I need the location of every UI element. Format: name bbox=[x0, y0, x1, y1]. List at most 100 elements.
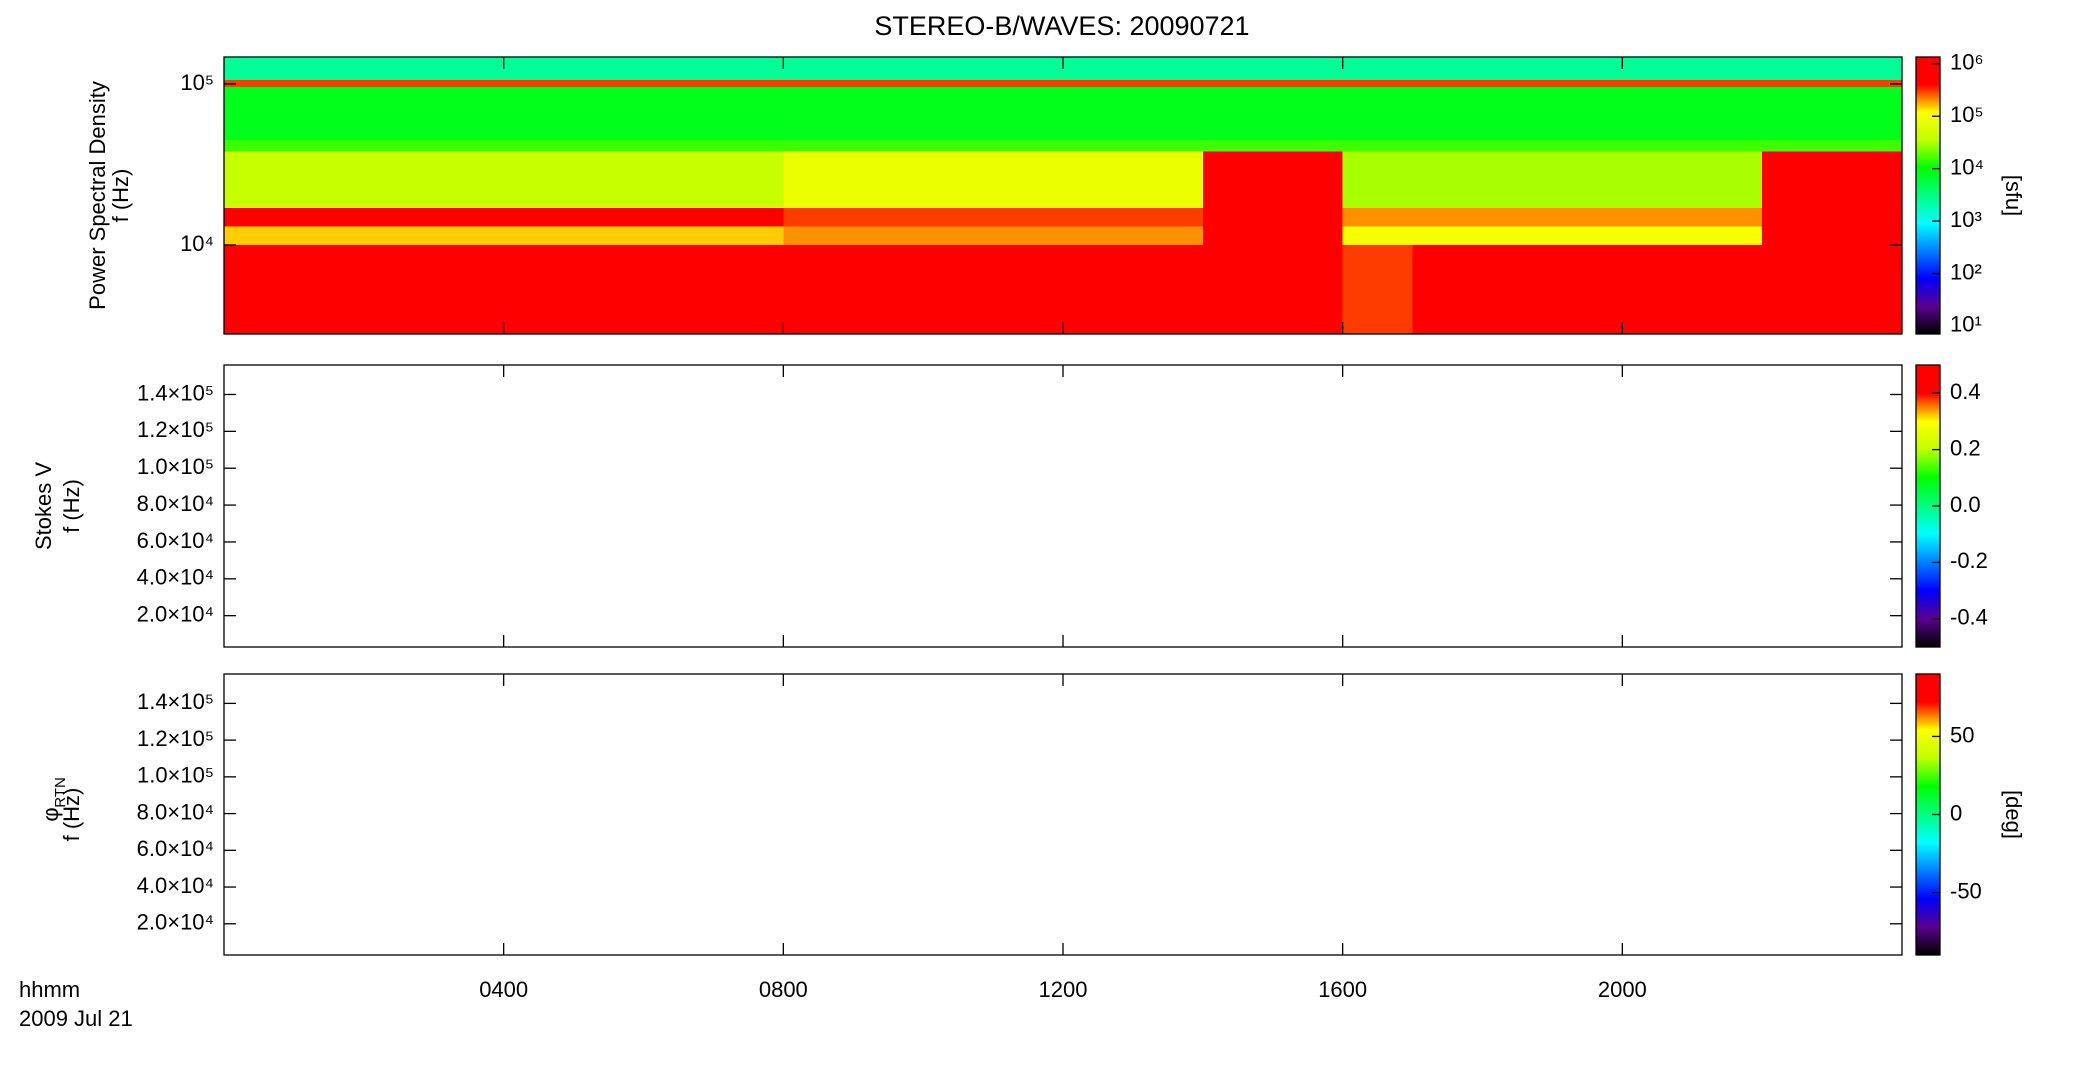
heatmap-cell bbox=[713, 79, 784, 87]
heatmap-cell bbox=[293, 207, 365, 227]
heatmap-cell bbox=[224, 57, 295, 80]
heatmap-cell bbox=[1692, 79, 1763, 87]
heatmap-cell bbox=[1552, 57, 1623, 80]
heatmap-cell bbox=[923, 226, 994, 245]
heatmap-cell bbox=[1832, 57, 1903, 80]
heatmap-cell bbox=[1762, 79, 1833, 87]
heatmap-cell bbox=[1342, 226, 1414, 245]
heatmap-cell bbox=[503, 244, 575, 334]
heatmap-cell bbox=[293, 86, 365, 140]
heatmap-cell bbox=[1132, 226, 1204, 245]
heatmap-cell bbox=[1552, 207, 1623, 227]
heatmap-cell bbox=[643, 139, 714, 152]
heatmap-cell bbox=[1132, 57, 1204, 80]
colorbar-tick-label: 10¹ bbox=[1950, 312, 1982, 337]
heatmap-cell bbox=[1272, 226, 1344, 245]
colorbar-tick-label: 0.2 bbox=[1950, 435, 1981, 460]
colorbar-tick-label: 0.0 bbox=[1950, 492, 1981, 517]
heatmap-cell bbox=[853, 244, 924, 334]
heatmap-cell bbox=[853, 86, 924, 140]
colorbar-tick-label: -50 bbox=[1950, 878, 1982, 903]
heatmap-cell bbox=[1202, 57, 1274, 80]
heatmap-cell bbox=[503, 139, 575, 152]
heatmap-cell bbox=[1272, 244, 1344, 334]
heatmap-cell bbox=[1762, 57, 1833, 80]
heatmap-cell bbox=[1622, 226, 1693, 245]
heatmap-cell bbox=[1202, 151, 1274, 208]
heatmap-cell bbox=[993, 244, 1064, 334]
heatmap-cell bbox=[713, 86, 784, 140]
heatmap-cell bbox=[1272, 151, 1344, 208]
heatmap-cell bbox=[643, 79, 714, 87]
y-axis-label: f (Hz) bbox=[59, 479, 84, 533]
y-tick-label: 1.0×10⁵ bbox=[137, 454, 214, 479]
heatmap-cell bbox=[363, 244, 435, 334]
heatmap-cell bbox=[1132, 207, 1204, 227]
colorbar-tick-label: -0.4 bbox=[1950, 605, 1988, 630]
heatmap-cell bbox=[1202, 244, 1274, 334]
heatmap-cell bbox=[224, 244, 295, 334]
heatmap-cell bbox=[1692, 86, 1763, 140]
heatmap-cell bbox=[783, 57, 854, 80]
heatmap-cell bbox=[1272, 79, 1344, 87]
heatmap-cell bbox=[433, 207, 505, 227]
y-axis-label: Stokes V bbox=[31, 462, 56, 550]
colorbar-tick-label: 0.4 bbox=[1950, 379, 1981, 404]
heatmap-cell bbox=[1622, 207, 1693, 227]
heatmap-cell bbox=[1132, 244, 1204, 334]
heatmap-cell bbox=[1692, 151, 1763, 208]
heatmap-cell bbox=[224, 151, 295, 208]
y-tick-label: 8.0×10⁴ bbox=[137, 491, 214, 516]
heatmap-cell bbox=[923, 244, 994, 334]
heatmap-cell bbox=[1063, 151, 1134, 208]
heatmap-cell bbox=[993, 207, 1064, 227]
y-tick-label: 6.0×10⁴ bbox=[137, 528, 214, 553]
heatmap-cell bbox=[573, 86, 644, 140]
colorbar-tick-label: 10² bbox=[1950, 259, 1982, 284]
heatmap-cell bbox=[993, 57, 1064, 80]
heatmap-cell bbox=[293, 139, 365, 152]
heatmap-cell bbox=[1482, 226, 1553, 245]
heatmap-cell bbox=[1132, 86, 1204, 140]
heatmap-cell bbox=[853, 151, 924, 208]
heatmap-cell bbox=[923, 79, 994, 87]
colorbar-tick-label: -0.2 bbox=[1950, 548, 1988, 573]
heatmap-cell bbox=[1482, 207, 1553, 227]
y-tick-label: 2.0×10⁴ bbox=[137, 910, 214, 935]
heatmap-cell bbox=[1342, 244, 1414, 334]
heatmap-cell bbox=[363, 226, 435, 245]
heatmap-cell bbox=[1202, 226, 1274, 245]
heatmap-cell bbox=[363, 86, 435, 140]
heatmap-cell bbox=[853, 207, 924, 227]
heatmap-cell bbox=[1762, 244, 1833, 334]
heatmap-cell bbox=[1063, 57, 1134, 80]
heatmap-cell bbox=[713, 139, 784, 152]
heatmap-cell bbox=[1692, 139, 1763, 152]
heatmap-cell bbox=[853, 79, 924, 87]
heatmap-cell bbox=[993, 151, 1064, 208]
heatmap-cell bbox=[224, 226, 295, 245]
heatmap-cell bbox=[1552, 79, 1623, 87]
y-tick-label: 2.0×10⁴ bbox=[137, 601, 214, 626]
heatmap-cell bbox=[1482, 139, 1553, 152]
heatmap-cell bbox=[993, 226, 1064, 245]
heatmap-cell bbox=[1692, 57, 1763, 80]
heatmap-cell bbox=[433, 244, 505, 334]
heatmap-cell bbox=[923, 151, 994, 208]
heatmap-cell bbox=[1762, 207, 1833, 227]
heatmap-cell bbox=[1412, 57, 1483, 80]
x-tick-label: 2000 bbox=[1598, 977, 1647, 1002]
heatmap-cell bbox=[1412, 226, 1483, 245]
heatmap-cell bbox=[503, 151, 575, 208]
heatmap-cell bbox=[1482, 151, 1553, 208]
chart-title: STEREO-B/WAVES: 20090721 bbox=[874, 11, 1249, 41]
heatmap-cell bbox=[1832, 226, 1903, 245]
heatmap-cell bbox=[643, 244, 714, 334]
heatmap-cell bbox=[1832, 207, 1903, 227]
y-tick-label: 6.0×10⁴ bbox=[137, 836, 214, 861]
heatmap-cell bbox=[1692, 244, 1763, 334]
heatmap-cell bbox=[1412, 151, 1483, 208]
heatmap-cell bbox=[503, 226, 575, 245]
heatmap-cell bbox=[1622, 139, 1693, 152]
heatmap-cell bbox=[993, 139, 1064, 152]
